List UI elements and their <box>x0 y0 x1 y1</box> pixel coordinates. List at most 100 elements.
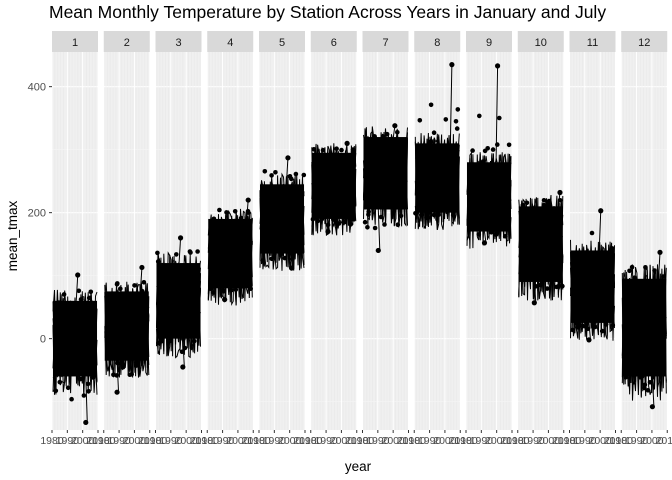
data-point <box>476 232 482 237</box>
data-point <box>490 147 496 152</box>
x-tick-label: 1980 <box>92 435 116 447</box>
data-point <box>282 255 288 261</box>
data-point-max <box>449 62 455 68</box>
data-point <box>331 217 336 222</box>
data-point <box>428 139 433 144</box>
x-tick-label: 2010 <box>449 435 473 447</box>
data-point <box>334 146 339 151</box>
data-point <box>118 286 123 292</box>
data-point <box>325 222 331 228</box>
facet-strip <box>52 31 98 52</box>
x-tick-label: 1980 <box>351 435 375 447</box>
data-point-max <box>557 189 563 196</box>
x-tick-label: 2010 <box>500 435 524 447</box>
data-point <box>480 159 486 164</box>
x-tick-label: 2010 <box>397 435 421 447</box>
data-point <box>211 290 216 295</box>
data-max-spike <box>658 252 661 279</box>
data-point <box>310 216 316 222</box>
facet-strip <box>466 31 512 52</box>
data-point <box>380 134 386 139</box>
data-point <box>661 274 666 279</box>
data-point <box>524 200 530 206</box>
facet-strip <box>362 31 409 52</box>
x-tick-label: 2000 <box>485 435 509 447</box>
data-point <box>289 256 295 262</box>
facet-strip-label: 5 <box>279 37 285 49</box>
facet-strip-label: 2 <box>124 37 130 49</box>
data-point <box>320 147 326 153</box>
data-point <box>65 385 71 391</box>
data-point <box>533 284 539 289</box>
data-max-spike <box>75 274 79 301</box>
x-tick-label: 1980 <box>196 435 220 447</box>
data-point <box>86 295 92 301</box>
data-point <box>419 212 424 218</box>
data-point <box>545 200 550 206</box>
data-point <box>262 169 268 174</box>
data-point <box>541 202 547 208</box>
facet-strip <box>517 31 564 52</box>
facet-strip-label: 10 <box>535 37 547 49</box>
x-tick-label: 1980 <box>454 435 478 447</box>
data-point <box>195 249 200 254</box>
data-series-line <box>363 128 408 226</box>
data-point <box>260 258 266 263</box>
data-point-min <box>180 364 186 370</box>
data-point-min <box>424 215 430 221</box>
facet-strip <box>155 31 202 52</box>
data-min-spike <box>377 209 381 251</box>
x-tick-label: 2000 <box>226 435 250 447</box>
facet-strip-label: 11 <box>587 37 598 49</box>
data-point <box>632 275 637 281</box>
data-point <box>443 117 449 122</box>
data-series-line <box>311 147 357 236</box>
x-tick-label: 2010 <box>656 435 672 447</box>
data-point <box>629 264 635 270</box>
data-point <box>181 336 186 342</box>
data-point <box>538 282 544 288</box>
data-point <box>554 284 559 290</box>
data-point <box>273 170 278 175</box>
data-series-line <box>104 289 150 376</box>
facet-panels: 1198019902000201021980199020002010319801… <box>40 31 672 447</box>
data-series-line <box>414 136 460 229</box>
data-point-max <box>657 249 663 255</box>
data-series-line <box>466 153 512 246</box>
data-point <box>623 375 628 380</box>
data-series-line <box>518 209 564 301</box>
y-tick-label: 400 <box>28 82 46 94</box>
data-point <box>238 215 244 221</box>
data-point <box>431 130 437 135</box>
data-point <box>495 142 500 147</box>
data-point <box>482 148 488 154</box>
data-point <box>398 213 404 219</box>
x-tick-label: 2010 <box>86 435 110 447</box>
data-point-max <box>344 140 350 146</box>
data-point <box>650 374 656 380</box>
data-point <box>493 232 498 237</box>
data-point-min <box>83 419 89 426</box>
data-point <box>233 287 239 292</box>
data-point <box>609 248 614 253</box>
data-series-line <box>518 194 564 293</box>
data-point <box>610 322 616 328</box>
x-tick-label: 2000 <box>433 435 457 447</box>
x-tick-label: 2000 <box>381 435 405 447</box>
data-point <box>114 282 120 287</box>
data-point-min <box>481 240 488 246</box>
data-point <box>502 234 508 239</box>
x-tick-label: 2010 <box>345 435 369 447</box>
data-point <box>497 115 502 121</box>
data-point <box>570 327 575 333</box>
data-point <box>341 219 346 225</box>
x-tick-label: 1980 <box>247 435 271 447</box>
data-point <box>384 131 390 137</box>
facet-strip <box>414 31 461 52</box>
facet-strip-label: 6 <box>331 37 337 49</box>
data-series-line <box>311 145 357 227</box>
x-tick-label: 1990 <box>56 435 80 447</box>
data-point <box>269 256 275 262</box>
